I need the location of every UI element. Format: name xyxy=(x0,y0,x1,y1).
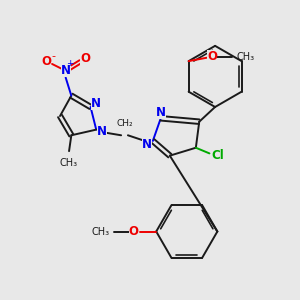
Text: CH₃: CH₃ xyxy=(236,52,254,61)
Text: N: N xyxy=(97,125,107,138)
Text: Cl: Cl xyxy=(211,149,224,162)
Text: N: N xyxy=(61,64,71,77)
Text: +: + xyxy=(66,59,74,68)
Text: N: N xyxy=(142,138,152,151)
Text: CH₃: CH₃ xyxy=(60,158,78,168)
Text: O: O xyxy=(80,52,90,65)
Text: O: O xyxy=(129,225,139,238)
Text: N: N xyxy=(91,97,101,110)
Text: O: O xyxy=(207,50,218,63)
Text: CH₃: CH₃ xyxy=(92,226,110,236)
Text: -: - xyxy=(51,51,55,61)
Text: CH₂: CH₂ xyxy=(116,119,133,128)
Text: N: N xyxy=(156,106,166,119)
Text: O: O xyxy=(41,55,51,68)
